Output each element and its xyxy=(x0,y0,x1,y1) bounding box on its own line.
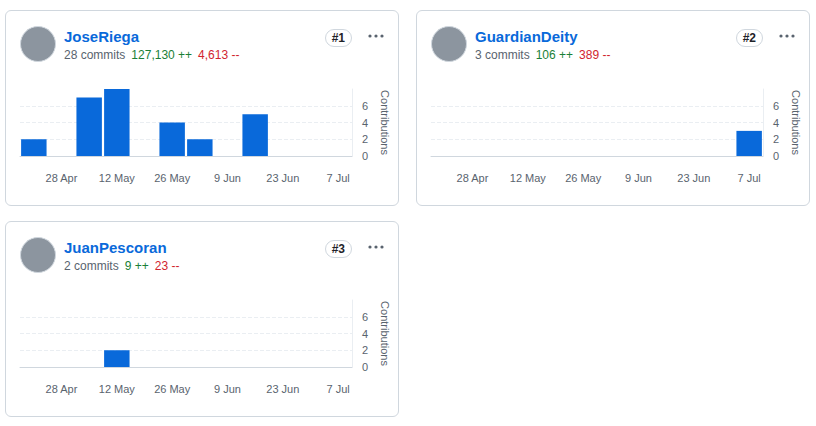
html-text:389 --: 389 -- xyxy=(579,48,611,62)
html-text:28 commits: 28 commits xyxy=(64,48,126,62)
svg-text:26 May: 26 May xyxy=(154,383,191,395)
svg-text:4: 4 xyxy=(773,117,779,129)
svg-text:Contributions: Contributions xyxy=(379,90,391,155)
svg-text:9 Jun: 9 Jun xyxy=(625,172,652,184)
svg-text:0: 0 xyxy=(362,150,368,162)
svg-text:28 Apr: 28 Apr xyxy=(46,383,78,395)
svg-text:0: 0 xyxy=(773,150,779,162)
svg-text:9 Jun: 9 Jun xyxy=(214,172,241,184)
svg-text:23 Jun: 23 Jun xyxy=(266,172,299,184)
svg-text:23 Jun: 23 Jun xyxy=(266,383,299,395)
svg-text:2: 2 xyxy=(362,133,368,145)
svg-text:12 May: 12 May xyxy=(99,172,136,184)
html-text:4,613 --: 4,613 -- xyxy=(198,48,240,62)
svg-text:4: 4 xyxy=(362,328,368,340)
svg-text:12 May: 12 May xyxy=(510,172,547,184)
svg-text:6: 6 xyxy=(362,100,368,112)
html-text:JoseRiega: JoseRiega xyxy=(64,28,139,45)
svg-text:23 Jun: 23 Jun xyxy=(677,172,710,184)
svg-text:7 Jul: 7 Jul xyxy=(738,172,761,184)
html-text:#2: #2 xyxy=(742,31,756,45)
svg-text:Contributions: Contributions xyxy=(790,90,802,155)
svg-text:2: 2 xyxy=(773,133,779,145)
svg-text:9 Jun: 9 Jun xyxy=(214,383,241,395)
svg-text:4: 4 xyxy=(362,117,368,129)
html-text:#1: #1 xyxy=(331,31,345,45)
svg-text:12 May: 12 May xyxy=(99,383,136,395)
svg-text:26 May: 26 May xyxy=(565,172,602,184)
html-text:#3: #3 xyxy=(331,242,345,256)
html-text:2 commits: 2 commits xyxy=(64,259,119,273)
svg-text:28 Apr: 28 Apr xyxy=(46,172,78,184)
svg-text:2: 2 xyxy=(362,344,368,356)
svg-text:6: 6 xyxy=(773,100,779,112)
html-text:9 ++: 9 ++ xyxy=(124,259,149,273)
html-text:GuardianDeity: GuardianDeity xyxy=(475,28,578,45)
html-text:23 --: 23 -- xyxy=(154,259,180,273)
svg-text:26 May: 26 May xyxy=(154,172,191,184)
html-text:3 commits: 3 commits xyxy=(475,48,530,62)
svg-text:0: 0 xyxy=(362,361,368,373)
html-text:127,130 ++: 127,130 ++ xyxy=(131,48,193,62)
svg-text:7 Jul: 7 Jul xyxy=(327,383,350,395)
svg-text:7 Jul: 7 Jul xyxy=(327,172,350,184)
svg-text:28 Apr: 28 Apr xyxy=(457,172,489,184)
svg-text:6: 6 xyxy=(362,311,368,323)
html-text:JuanPescoran: JuanPescoran xyxy=(64,239,167,256)
svg-text:Contributions: Contributions xyxy=(379,301,391,366)
html-text:106 ++: 106 ++ xyxy=(535,48,574,62)
